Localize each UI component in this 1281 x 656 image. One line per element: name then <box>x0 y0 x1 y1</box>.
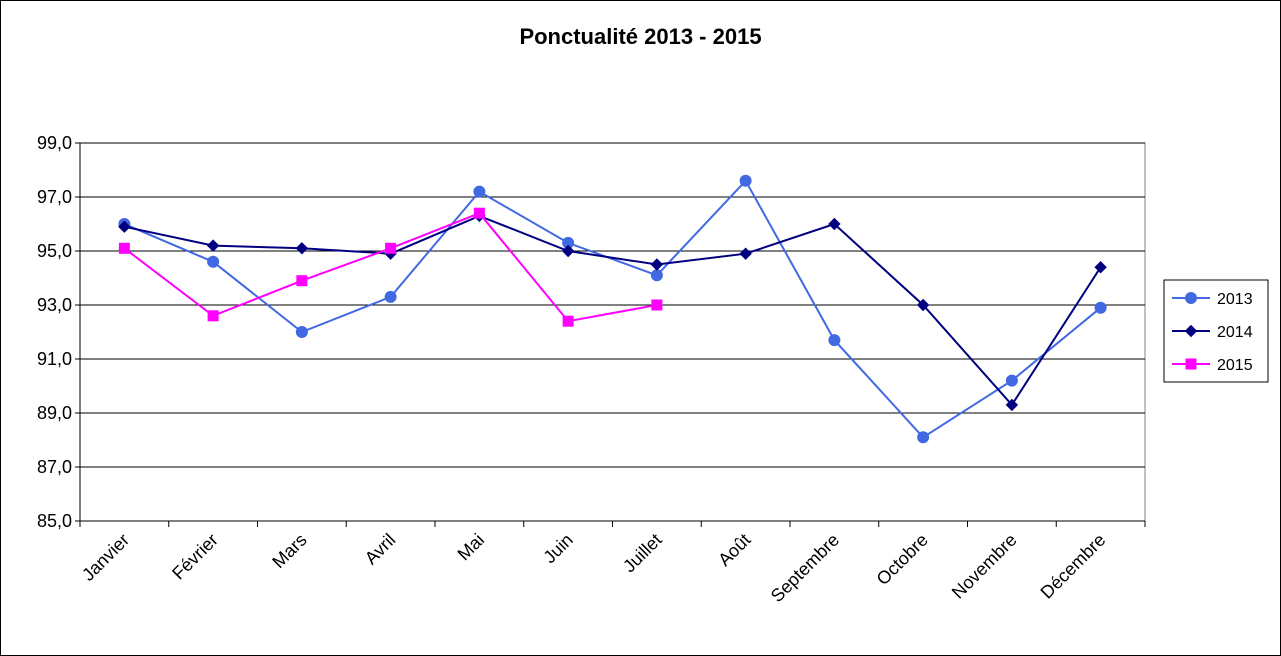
data-point-2014-Août <box>739 247 752 260</box>
y-tick-label: 95,0 <box>37 241 72 261</box>
data-point-2013-Novembre <box>1005 374 1018 387</box>
data-point-2014-Novembre <box>1005 398 1019 412</box>
x-tick-label: Juillet <box>619 530 666 577</box>
series-2015 <box>118 207 663 327</box>
data-point-2014-Janvier <box>118 220 131 233</box>
data-point-2014-Février <box>206 239 220 252</box>
data-point-2014-Juillet <box>650 258 664 271</box>
legend-marker-2015 <box>1185 358 1197 370</box>
series-line-2014 <box>124 214 1102 407</box>
data-point-2015-Janvier <box>118 242 130 254</box>
data-point-2015-Juin <box>562 315 574 327</box>
data-point-2014-Octobre <box>916 298 930 312</box>
x-tick-label: Décembre <box>1037 530 1110 603</box>
data-point-2013-Février <box>207 255 220 268</box>
data-point-2015-Mars <box>296 275 308 287</box>
data-point-2015-Avril <box>385 242 397 254</box>
x-tick-label: Août <box>714 530 754 570</box>
data-point-2014-Juin <box>561 244 575 258</box>
y-tick-label: 97,0 <box>37 187 72 207</box>
data-point-2014-Mars <box>295 242 309 255</box>
data-point-2014-Décembre <box>1094 260 1107 274</box>
data-point-2015-Mai <box>473 207 485 219</box>
legend-marker-2013 <box>1185 292 1197 304</box>
data-point-2013-Octobre <box>917 431 930 444</box>
series-2013 <box>118 174 1107 444</box>
x-tick-label: Janvier <box>78 530 133 585</box>
data-point-2013-Décembre <box>1094 301 1107 314</box>
data-point-2013-Août <box>739 174 752 187</box>
data-point-2013-Avril <box>384 290 397 303</box>
y-tick-label: 91,0 <box>37 349 72 369</box>
legend-marker-2014 <box>1184 324 1198 338</box>
legend-label-2015: 2015 <box>1217 357 1253 374</box>
y-tick-label: 87,0 <box>37 457 72 477</box>
plot-area <box>79 142 1146 522</box>
y-tick-label: 85,0 <box>37 511 72 531</box>
data-point-2013-Mai <box>473 185 486 198</box>
data-point-2013-Septembre <box>828 334 841 347</box>
x-tick-label: Février <box>168 530 222 584</box>
legend-label-2014: 2014 <box>1217 324 1253 341</box>
data-point-2013-Mars <box>295 326 308 338</box>
x-tick-label: Septembre <box>767 530 843 606</box>
x-tick-label: Juin <box>539 530 576 567</box>
x-tick-label: Octobre <box>873 530 932 589</box>
x-tick-label: Avril <box>361 530 400 569</box>
x-tick-label: Mai <box>454 530 489 565</box>
y-tick-label: 89,0 <box>37 403 72 423</box>
data-point-2015-Juillet <box>651 299 663 311</box>
y-tick-label: 99,0 <box>37 133 72 153</box>
y-tick-label: 93,0 <box>37 295 72 315</box>
series-line-2013 <box>123 179 1102 439</box>
x-tick-label: Novembre <box>948 530 1021 603</box>
legend-label-2013: 2013 <box>1217 291 1253 308</box>
chart-title: Ponctualité 2013 - 2015 <box>519 24 762 49</box>
x-tick-label: Mars <box>268 530 310 572</box>
data-point-2014-Septembre <box>828 217 841 231</box>
data-point-2013-Juillet <box>650 269 663 282</box>
data-point-2015-Février <box>207 310 219 322</box>
